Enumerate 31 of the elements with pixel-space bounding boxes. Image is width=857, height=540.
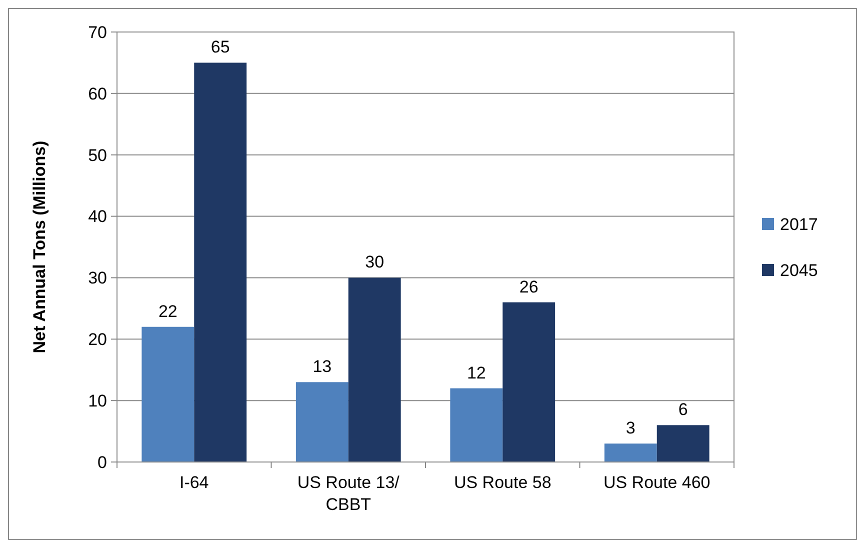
data-label: 6 [678,400,688,420]
y-tick-label: 20 [88,330,107,350]
x-tick-label: US Route 58 [454,473,552,492]
bar [450,388,503,462]
bar [502,302,556,462]
bar [194,62,247,462]
x-tick-label: US Route 460 [603,473,710,492]
y-tick-label: 70 [88,22,107,42]
y-tick-label: 40 [88,207,107,226]
y-tick-label: 30 [88,268,107,288]
x-tick-label: US Route 13/ CBBT [297,473,400,514]
bar [348,278,401,462]
data-label: 30 [365,252,384,272]
y-axis-title: Net Annual Tons (Millions) [30,140,49,354]
data-label: 65 [210,38,230,57]
data-label: 13 [312,357,332,376]
legend-label: 2017 [780,214,818,234]
y-tick-label: 60 [88,84,107,104]
legend-label: 2045 [780,260,818,280]
data-label: 12 [466,363,486,382]
y-tick-label: 0 [98,452,107,472]
data-label: 26 [519,277,538,296]
data-label: 22 [158,302,178,321]
data-label: 3 [626,418,636,438]
x-tick-label: I-64 [179,473,209,492]
y-tick-label: 10 [88,392,107,411]
y-tick-label: 50 [88,146,107,165]
bar [142,326,194,462]
bar [604,444,657,462]
bar [656,425,710,462]
bar [296,382,348,462]
